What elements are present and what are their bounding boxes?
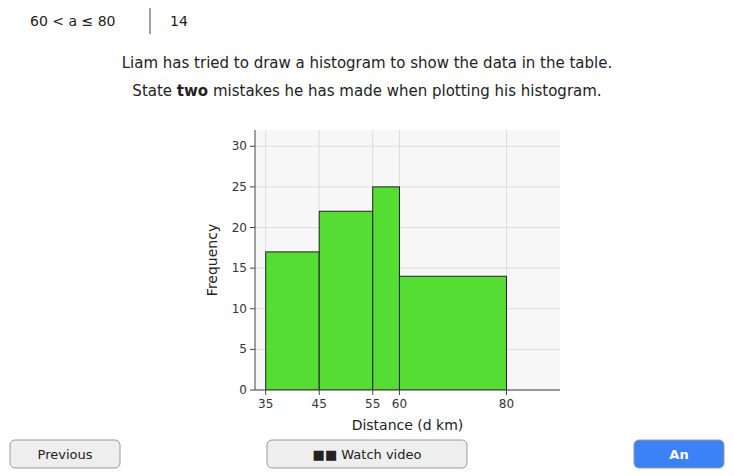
bar xyxy=(399,276,506,390)
button-label[interactable]: Previous xyxy=(38,447,93,462)
bar xyxy=(266,252,320,390)
y-tick xyxy=(250,146,255,147)
button[interactable]: ■■ Watch video xyxy=(267,440,467,468)
button[interactable]: An xyxy=(634,440,724,468)
y-tick xyxy=(250,227,255,228)
bar xyxy=(319,211,373,390)
y-tick xyxy=(250,186,255,187)
x-tick xyxy=(372,390,373,395)
button-label[interactable]: ■■ Watch video xyxy=(313,447,422,462)
y-tick-label: 10 xyxy=(232,302,247,316)
grid-line xyxy=(255,390,560,391)
header-separator xyxy=(150,8,151,34)
x-axis-label: Distance (d km) xyxy=(352,417,464,433)
x-tick-label: 35 xyxy=(258,397,273,411)
page: 60 < a ≤ 80 14 Liam has tried to draw a hi… xyxy=(0,0,734,476)
plot-background xyxy=(255,130,560,390)
x-tick xyxy=(265,390,266,395)
bars xyxy=(266,187,507,390)
y-tick-label: 15 xyxy=(232,261,247,275)
y-tick xyxy=(250,268,255,269)
x-axis xyxy=(255,390,560,391)
x-tick xyxy=(506,390,507,395)
button-box xyxy=(634,440,724,468)
grid-line xyxy=(255,227,560,228)
x-tick-label: 55 xyxy=(365,397,380,411)
button-box xyxy=(10,440,120,468)
button-label[interactable]: An xyxy=(669,447,688,462)
grid-line xyxy=(255,186,560,187)
question-line: State two mistakes he has made when plot… xyxy=(132,82,601,100)
y-tick xyxy=(250,349,255,350)
y-tick-label: 30 xyxy=(232,139,247,153)
question-part: mistakes he has made when plotting his h… xyxy=(208,82,601,100)
button-box xyxy=(267,440,467,468)
x-tick-label: 45 xyxy=(312,397,327,411)
y-tick-label: 0 xyxy=(239,383,247,397)
button[interactable]: Previous xyxy=(10,440,120,468)
y-tick-label: 25 xyxy=(232,180,247,194)
y-axis xyxy=(255,130,256,390)
header-left: 60 < a ≤ 80 xyxy=(30,13,115,29)
y-tick-label: 20 xyxy=(232,221,247,235)
grid-line xyxy=(255,146,560,147)
y-tick xyxy=(250,390,255,391)
x-tick-label: 60 xyxy=(392,397,407,411)
y-tick-label: 5 xyxy=(239,342,247,356)
x-tick xyxy=(319,390,320,395)
header-right: 14 xyxy=(170,13,188,29)
bar xyxy=(373,187,400,390)
question-part: State xyxy=(132,82,176,100)
question-part: two xyxy=(177,82,208,100)
question-line: Liam has tried to draw a histogram to sh… xyxy=(122,54,613,72)
y-axis-label: Frequency xyxy=(204,224,220,296)
y-tick xyxy=(250,308,255,309)
x-tick-label: 80 xyxy=(499,397,514,411)
x-tick xyxy=(399,390,400,395)
